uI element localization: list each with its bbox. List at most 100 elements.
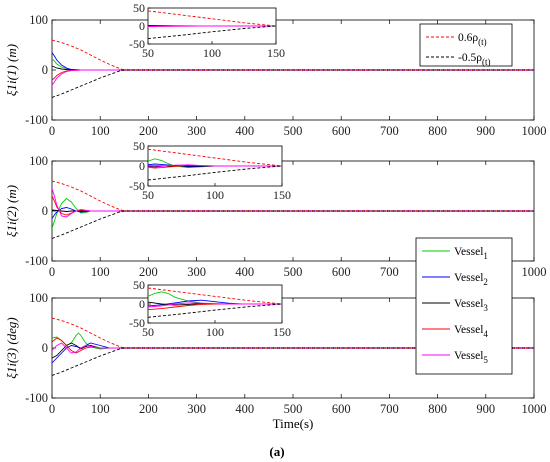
x-tick-label: 800 xyxy=(428,402,447,416)
inset-y-tick-label: 0 xyxy=(139,297,145,311)
inset-plot: 50 100 150 -50 0 50 xyxy=(129,139,291,202)
legend-label: Vessel1 xyxy=(454,246,488,261)
figure-caption: (a) xyxy=(269,444,284,459)
legend-label-subscript: 5 xyxy=(483,355,488,365)
series-line-vessel-3 xyxy=(52,342,534,359)
bound-line-upper xyxy=(52,39,534,71)
x-tick-label: 0 xyxy=(49,124,55,138)
inset-y-tick-label: -50 xyxy=(129,179,145,193)
y-axis-label: ξ1i(2) (m) xyxy=(4,185,19,237)
y-axis-label: ξ1i(3) (deg) xyxy=(4,317,19,379)
y-axis-label: ξ1i(1) (m) xyxy=(4,44,19,96)
x-tick-label: 200 xyxy=(139,124,158,138)
inset-y-tick-label: 50 xyxy=(133,1,145,15)
legend-label-subscript: 3 xyxy=(483,303,488,313)
bound-line-lower xyxy=(52,210,534,239)
inset-x-tick-label: 100 xyxy=(206,325,224,339)
x-tick-label: 1000 xyxy=(522,124,547,138)
y-tick-label: -100 xyxy=(25,391,48,405)
inset-y-tick-label: 50 xyxy=(133,139,145,153)
y-tick-label: 100 xyxy=(29,13,48,27)
inset-x-tick-label: 100 xyxy=(203,46,221,60)
y-tick-label: 0 xyxy=(42,63,48,77)
inset-bound-line-lower xyxy=(148,303,282,318)
bound-line-lower xyxy=(52,347,534,376)
x-tick-label: 0 xyxy=(49,265,55,279)
legend-label-base: Vessel xyxy=(454,246,483,258)
x-tick-label: 500 xyxy=(284,265,303,279)
bound-line-upper xyxy=(52,317,534,349)
inset-plot: 50 100 150 -50 0 50 xyxy=(129,278,291,339)
inset-y-tick-label: 0 xyxy=(139,159,145,173)
x-tick-label: 400 xyxy=(235,265,254,279)
inset-bound-line-upper xyxy=(148,287,282,305)
x-tick-label: 200 xyxy=(139,265,158,279)
inset-bound-line-lower xyxy=(148,165,282,181)
y-tick-label: 0 xyxy=(42,341,48,355)
inset-y-tick-label: 50 xyxy=(133,278,145,292)
legend-label-subscript: 4 xyxy=(483,329,488,339)
inset-y-tick-label: -50 xyxy=(129,37,145,51)
x-tick-label: 900 xyxy=(476,402,495,416)
inset-x-tick-label: 150 xyxy=(273,188,291,202)
legend-label: 0.6ρ(t) xyxy=(458,32,487,47)
x-tick-label: 900 xyxy=(476,124,495,138)
legend-label: Vessel3 xyxy=(454,298,488,313)
inset-bound-line-upper xyxy=(148,148,282,167)
x-tick-label: 300 xyxy=(187,402,206,416)
legend-label-base: Vessel xyxy=(454,298,483,310)
x-tick-label: 300 xyxy=(187,265,206,279)
series-line-vessel-5 xyxy=(52,188,534,218)
x-axis-label: Time(s) xyxy=(273,416,314,431)
x-tick-label: 700 xyxy=(380,402,399,416)
inset-x-tick-label: 50 xyxy=(142,325,154,339)
legend-label-subscript: (t) xyxy=(478,37,487,47)
legend-label-base: 0.6ρ xyxy=(458,32,478,44)
x-tick-label: 0 xyxy=(49,402,55,416)
legend-label-subscript: (t) xyxy=(482,57,491,67)
y-tick-label: -100 xyxy=(25,254,48,268)
y-tick-label: 100 xyxy=(29,291,48,305)
legend-label-subscript: 1 xyxy=(483,251,488,261)
chart-panel-1: 0 100 200 300 400 500 600 700 800 900 1000-1000100… xyxy=(4,1,547,138)
x-tick-label: 200 xyxy=(139,402,158,416)
y-tick-label: -100 xyxy=(25,113,48,127)
inset-plot: 50 100 150 -50 0 50 xyxy=(129,1,285,60)
x-tick-label: 1000 xyxy=(522,402,547,416)
x-tick-label: 600 xyxy=(332,124,351,138)
x-tick-label: 500 xyxy=(284,124,303,138)
legend-label-base: -0.5ρ xyxy=(458,52,482,64)
series-line-vessel-5 xyxy=(52,69,534,86)
inset-x-tick-label: 50 xyxy=(142,188,154,202)
inset-x-tick-label: 100 xyxy=(206,188,224,202)
legend-label: -0.5ρ(t) xyxy=(458,52,490,67)
legend-label-base: Vessel xyxy=(454,272,483,284)
legend-label-subscript: 2 xyxy=(483,277,488,287)
bound-line-lower xyxy=(52,69,534,98)
series-line-vessel-5 xyxy=(52,342,534,354)
x-tick-label: 100 xyxy=(91,124,110,138)
inset-x-tick-label: 150 xyxy=(273,325,291,339)
inset-series-line-vessel-5 xyxy=(148,164,282,168)
inset-series-line-vessel-5 xyxy=(148,25,276,27)
x-tick-label: 700 xyxy=(380,265,399,279)
x-tick-label: 400 xyxy=(235,402,254,416)
x-tick-label: 600 xyxy=(332,265,351,279)
inset-y-tick-label: 0 xyxy=(139,19,145,33)
x-tick-label: 700 xyxy=(380,124,399,138)
legend-label: Vessel5 xyxy=(454,350,488,365)
inset-x-tick-label: 50 xyxy=(142,46,154,60)
x-tick-label: 400 xyxy=(235,124,254,138)
legend-label: Vessel2 xyxy=(454,272,488,287)
x-tick-label: 1000 xyxy=(522,265,547,279)
inset-bound-line-lower xyxy=(148,25,276,40)
bound-line-upper xyxy=(52,180,534,212)
x-tick-label: 800 xyxy=(428,124,447,138)
legend-box xyxy=(419,23,513,67)
legend: 0.6ρ(t)-0.5ρ(t) xyxy=(419,23,513,67)
legend-box xyxy=(415,237,513,375)
legend-label: Vessel4 xyxy=(454,324,488,339)
x-tick-label: 100 xyxy=(91,402,110,416)
